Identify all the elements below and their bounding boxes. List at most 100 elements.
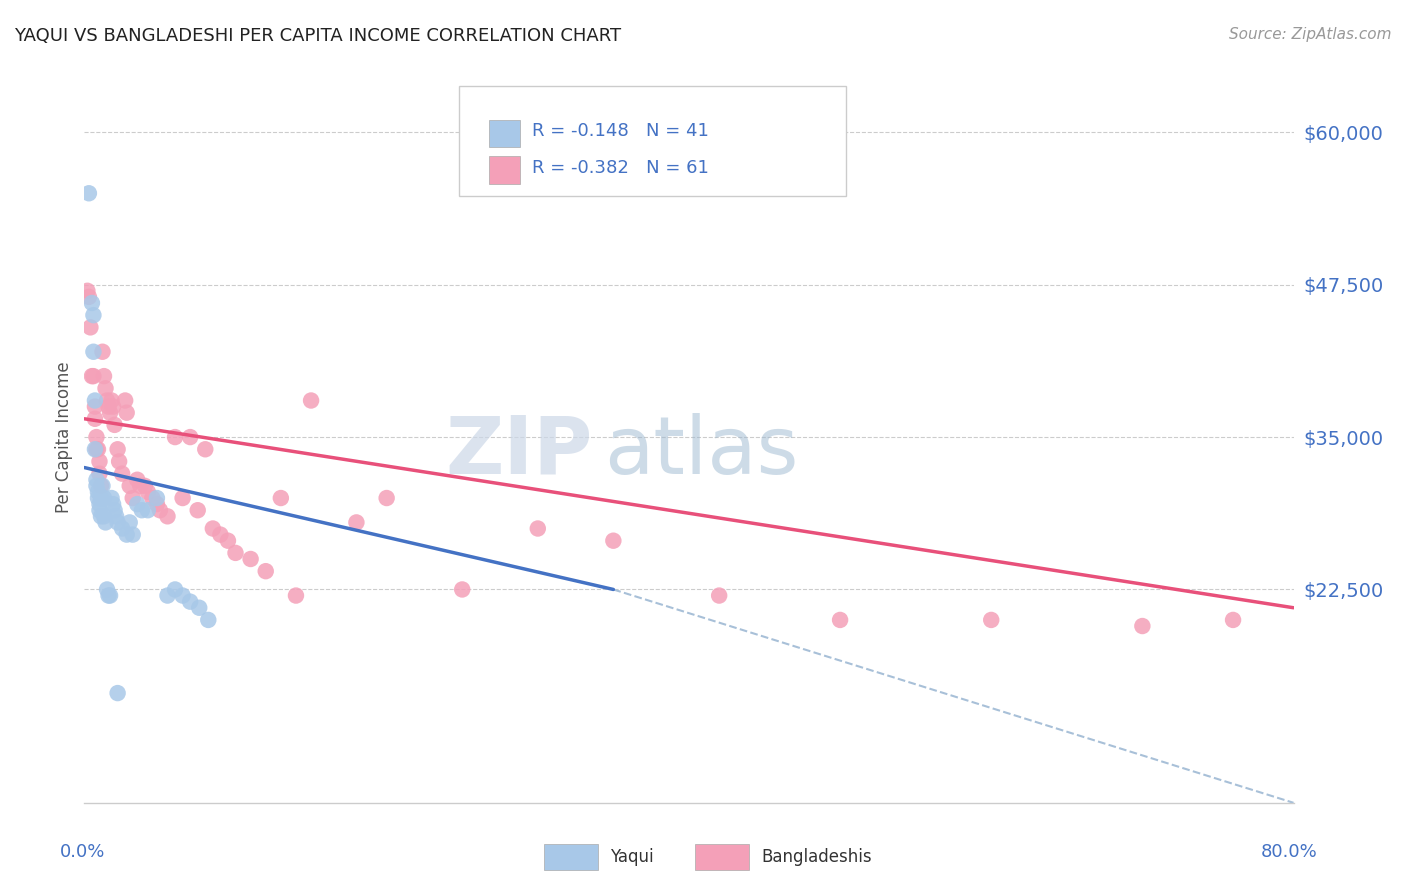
Point (79, 320, 101, 334)
Point (285, 589, 308, 603)
Point (172, 589, 194, 603)
Text: 80.0%: 80.0% (1261, 843, 1317, 861)
Point (1130, 619, 1153, 633)
Point (91, 479, 114, 493)
Point (101, 497, 124, 511)
Point (131, 503, 153, 517)
Text: atlas: atlas (605, 413, 799, 491)
Point (96, 582, 118, 597)
Point (84, 400, 107, 414)
Point (93, 509, 115, 524)
Point (115, 406, 138, 420)
Point (90, 479, 112, 493)
Point (299, 393, 322, 408)
Point (217, 533, 239, 548)
Point (194, 442, 217, 457)
Point (108, 454, 131, 468)
Point (451, 582, 474, 597)
Point (830, 613, 852, 627)
Point (89, 497, 111, 511)
Point (94, 516, 117, 530)
Point (111, 521, 134, 535)
Point (105, 509, 128, 524)
FancyBboxPatch shape (489, 156, 520, 184)
Point (89, 454, 111, 468)
Point (86, 442, 108, 457)
FancyBboxPatch shape (460, 86, 846, 195)
Point (77, 186, 100, 201)
Point (82, 344, 104, 359)
Point (114, 393, 136, 408)
Point (172, 491, 194, 505)
Point (141, 491, 163, 505)
Point (100, 393, 122, 408)
FancyBboxPatch shape (695, 845, 749, 870)
Point (165, 430, 187, 444)
Point (90, 509, 112, 524)
Point (346, 516, 368, 530)
Point (82, 369, 104, 384)
Point (209, 527, 232, 541)
Point (156, 589, 179, 603)
Point (84, 393, 107, 408)
Point (375, 491, 398, 505)
Point (98, 589, 121, 603)
Point (149, 503, 172, 517)
Point (197, 613, 219, 627)
Point (80, 296, 103, 310)
Point (104, 503, 127, 517)
Point (602, 533, 624, 548)
Text: R = -0.382   N = 61: R = -0.382 N = 61 (531, 159, 709, 177)
Point (84, 412, 107, 426)
Point (980, 613, 1002, 627)
Point (107, 442, 129, 457)
Point (87, 442, 110, 457)
Point (146, 491, 169, 505)
Point (111, 467, 134, 481)
Point (82, 308, 104, 322)
Point (134, 479, 156, 493)
Point (98, 406, 121, 420)
Point (146, 497, 169, 511)
Point (94, 381, 117, 395)
Point (91, 344, 114, 359)
Point (101, 400, 124, 414)
Text: R = -0.148   N = 41: R = -0.148 N = 41 (531, 122, 709, 140)
Point (1222, 613, 1244, 627)
Point (80, 369, 103, 384)
Point (100, 491, 122, 505)
Point (89, 503, 111, 517)
Point (87, 491, 110, 505)
Point (77, 290, 100, 304)
Point (93, 369, 115, 384)
Text: ZIP: ZIP (444, 413, 592, 491)
Point (121, 491, 143, 505)
Point (107, 686, 129, 700)
Point (239, 552, 262, 566)
Point (709, 589, 731, 603)
Point (86, 430, 108, 444)
Point (87, 485, 110, 500)
Point (97, 589, 120, 603)
Point (179, 430, 201, 444)
FancyBboxPatch shape (489, 120, 520, 147)
Point (127, 497, 149, 511)
Point (97, 400, 120, 414)
Point (187, 503, 209, 517)
Point (127, 473, 149, 487)
Point (104, 417, 127, 432)
Y-axis label: Per Capita Income: Per Capita Income (55, 361, 73, 513)
Point (129, 479, 152, 493)
Point (136, 485, 159, 500)
Point (165, 582, 187, 597)
Point (93, 491, 115, 505)
Text: Source: ZipAtlas.com: Source: ZipAtlas.com (1229, 27, 1392, 42)
Point (90, 491, 112, 505)
Point (225, 546, 247, 560)
Point (118, 516, 141, 530)
Point (527, 521, 550, 535)
Point (86, 479, 108, 493)
Point (136, 503, 159, 517)
Point (84, 442, 107, 457)
FancyBboxPatch shape (544, 845, 599, 870)
